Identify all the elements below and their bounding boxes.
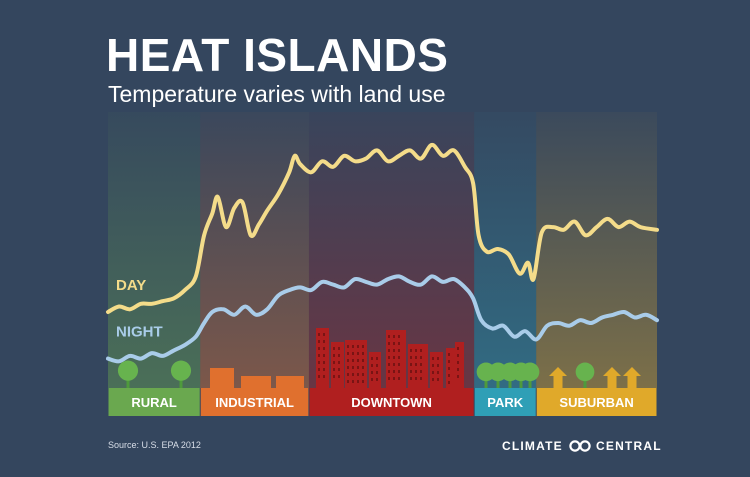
zone-bg-industrial (200, 112, 309, 388)
page-subtitle: Temperature varies with land use (108, 81, 446, 107)
rural-tree-icon (117, 360, 139, 388)
building-icon (408, 344, 428, 388)
zone-label-downtown: DOWNTOWN (351, 395, 432, 410)
building-icon (316, 328, 329, 388)
zone-label-industrial: INDUSTRIAL (215, 395, 294, 410)
house-icon (549, 367, 567, 388)
day-line-label: DAY (116, 277, 146, 294)
factory-icon (241, 376, 271, 388)
park-tree-icon (520, 362, 540, 388)
source-note: Source: U.S. EPA 2012 (108, 440, 201, 450)
suburban-tree-icon (575, 362, 595, 388)
building-icon (430, 352, 443, 388)
building-icon (455, 342, 464, 388)
double-ring-logo-icon (569, 440, 591, 452)
night-line-label: NIGHT (116, 324, 163, 341)
zone-bg-rural (108, 112, 201, 388)
rural-tree-icon (170, 360, 192, 388)
zone-band-suburban (536, 388, 657, 416)
building-icon (369, 352, 381, 388)
house-icon (603, 367, 621, 388)
zone-band-park (474, 388, 536, 416)
zone-bg-suburban (536, 112, 657, 388)
factory-icon (276, 376, 304, 388)
building-icon (331, 342, 344, 388)
day-temperature-line (106, 142, 659, 314)
brand-word-climate: CLIMATE (502, 439, 563, 453)
zone-label-suburban: SUBURBAN (559, 395, 633, 410)
building-icon (446, 348, 455, 388)
zone-band-rural (108, 388, 200, 416)
building-icon (345, 340, 367, 388)
brand-word-central: CENTRAL (596, 439, 662, 453)
house-icon (623, 367, 641, 388)
zone-band-downtown (309, 388, 474, 416)
building-icon (386, 330, 406, 388)
climate-central-logo: CLIMATE CENTRAL (502, 438, 662, 456)
night-temperature-line (106, 274, 659, 364)
zone-label-park: PARK (487, 395, 523, 410)
factory-icon (210, 368, 234, 388)
page-title: HEAT ISLANDS (106, 29, 449, 81)
zone-label-rural: RURAL (131, 395, 177, 410)
zone-band-industrial (200, 388, 309, 416)
